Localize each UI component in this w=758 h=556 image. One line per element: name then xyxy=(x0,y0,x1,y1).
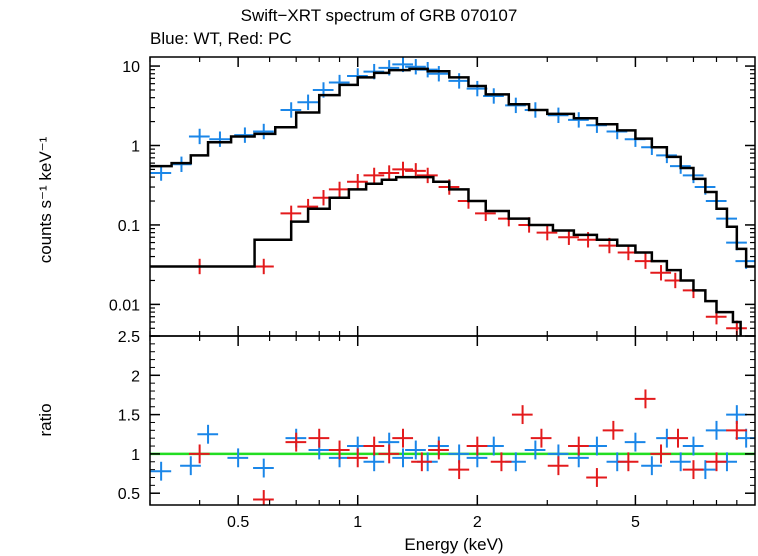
x-tick-label: 1 xyxy=(353,514,362,531)
data-point xyxy=(188,444,210,464)
data-point xyxy=(530,428,552,448)
spectrum-model-line-pc xyxy=(150,175,742,336)
data-point xyxy=(586,468,607,487)
x-tick-label: 0.5 xyxy=(227,514,249,531)
ratio-data-area xyxy=(150,389,755,505)
data-point xyxy=(378,444,400,464)
data-point xyxy=(547,107,569,123)
data-point xyxy=(308,428,330,448)
y-tick-label: 2 xyxy=(131,368,140,385)
chart-subtitle: Blue: WT, Red: PC xyxy=(150,29,292,48)
x-tick-label: 5 xyxy=(631,514,640,531)
data-point xyxy=(227,448,249,468)
data-point xyxy=(405,59,426,75)
data-point xyxy=(682,460,704,480)
spectrum-data-area xyxy=(150,57,755,336)
data-point xyxy=(280,205,302,222)
data-point xyxy=(285,432,307,452)
chart-title: Swift−XRT spectrum of GRB 070107 xyxy=(240,6,518,25)
data-point xyxy=(253,123,274,140)
data-point xyxy=(347,448,368,468)
data-point xyxy=(602,420,624,440)
data-point xyxy=(682,436,704,456)
data-point xyxy=(547,456,569,476)
data-point xyxy=(234,127,255,143)
data-point xyxy=(253,458,274,478)
spectrum-series-pc xyxy=(188,161,747,336)
data-point xyxy=(568,436,589,456)
ratio-frame xyxy=(149,335,756,506)
data-point xyxy=(448,460,470,480)
data-point xyxy=(641,456,662,476)
y-tick-label: 0.5 xyxy=(118,486,140,503)
data-point xyxy=(363,436,385,456)
y-tick-label: 1 xyxy=(131,138,140,155)
data-point xyxy=(417,167,438,184)
data-point xyxy=(705,420,727,440)
data-point xyxy=(253,490,274,505)
data-point xyxy=(392,161,414,178)
y-tick-label: 0.01 xyxy=(109,297,140,314)
y-tick-label: 0.1 xyxy=(118,218,140,235)
data-point xyxy=(428,440,449,460)
data-point xyxy=(483,88,504,104)
data-point xyxy=(280,102,302,118)
data-point xyxy=(150,461,172,481)
data-point xyxy=(150,165,172,181)
data-point xyxy=(253,258,274,275)
x-tick-label: 2 xyxy=(473,514,482,531)
y-tick-label: 10 xyxy=(122,59,140,76)
data-point xyxy=(669,452,691,472)
x-axis-label: Energy (keV) xyxy=(404,535,504,554)
spectrum-series-wt xyxy=(150,57,755,269)
data-point xyxy=(411,452,432,472)
data-point xyxy=(466,436,488,456)
data-point xyxy=(726,420,747,440)
data-point xyxy=(726,405,747,425)
data-point xyxy=(197,424,219,444)
data-point xyxy=(428,66,449,82)
data-point xyxy=(650,444,672,464)
data-point xyxy=(558,229,579,245)
y-tick-label: 1.5 xyxy=(118,408,140,425)
data-point xyxy=(490,452,512,472)
data-point xyxy=(448,73,470,89)
data-point xyxy=(392,428,414,448)
data-point xyxy=(634,389,656,409)
y-tick-label: 1 xyxy=(131,447,140,464)
data-point xyxy=(363,167,385,184)
ratio-panel: 0.5 1 2 5 2.5 2 1.5 1 0.5 xyxy=(118,329,756,531)
ratio-series-pc xyxy=(188,389,747,505)
data-point xyxy=(586,436,607,456)
data-point xyxy=(209,131,231,147)
data-point xyxy=(297,94,319,110)
data-point xyxy=(511,405,533,425)
spectrum-panel: 10 1 0.1 0.01 xyxy=(109,56,756,337)
data-point xyxy=(624,432,646,452)
spectrum-model-line-wt xyxy=(150,67,755,268)
data-point xyxy=(568,112,589,128)
data-point xyxy=(188,128,210,145)
data-point xyxy=(328,181,350,198)
data-point xyxy=(617,452,639,472)
data-point xyxy=(405,440,426,460)
data-point xyxy=(524,440,546,460)
data-point xyxy=(392,448,414,468)
data-point xyxy=(536,224,558,241)
data-point xyxy=(378,165,400,181)
data-point xyxy=(466,80,488,97)
data-point xyxy=(328,440,350,460)
data-point xyxy=(705,452,727,472)
data-point xyxy=(347,174,368,190)
data-point xyxy=(650,265,672,281)
y-tick-label: 2.5 xyxy=(118,329,140,346)
data-point xyxy=(667,428,689,448)
spectrum-frame xyxy=(149,56,756,337)
data-point xyxy=(180,456,201,476)
